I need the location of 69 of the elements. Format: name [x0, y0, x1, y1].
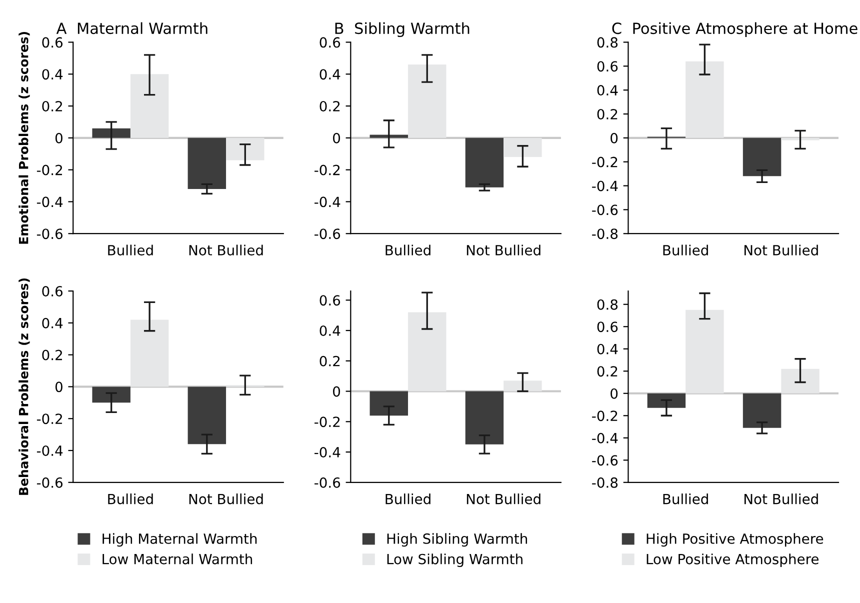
legend-label: Low Maternal Warmth [102, 554, 252, 564]
y-tick-label: -0.6 [36, 228, 63, 240]
y-tick-label: -0.8 [592, 477, 618, 488]
y-tick-label: 0 [55, 132, 62, 144]
y-tick-label: -0.6 [592, 204, 618, 216]
y-tick-label: -0.4 [36, 445, 63, 456]
y-axis-title: Behavioral Problems (z scores) [18, 278, 30, 495]
x-tick-label: Bullied [108, 244, 153, 256]
y-tick-label: 0.6 [597, 61, 618, 72]
legend-label: High Maternal Warmth [102, 533, 257, 547]
y-tick-label: 0.2 [42, 350, 62, 360]
x-tick-label: Bullied [663, 244, 708, 256]
legend-label: Low Sibling Warmth [387, 554, 522, 568]
x-tick-label: Not Bullied [189, 244, 263, 256]
y-tick-label: 0.2 [597, 366, 618, 377]
y-tick-label: 0.4 [42, 318, 63, 328]
x-tick-label: Not Bullied [466, 244, 540, 256]
y-tick-label: 0 [333, 386, 340, 397]
y-tick-label: 0 [610, 388, 618, 399]
x-tick-label: Bullied [386, 494, 430, 504]
y-tick-label: 0.4 [42, 69, 63, 80]
y-tick-label: -0.6 [314, 477, 340, 488]
y-tick-label: 0.4 [320, 69, 340, 80]
x-tick-label: Bullied [663, 494, 708, 504]
y-axis-title: Emotional Problems (z scores) [18, 32, 30, 244]
y-tick-label: 0.6 [320, 295, 340, 306]
y-tick-label: 0.2 [42, 100, 62, 112]
y-tick-label: 0.2 [320, 356, 340, 366]
x-tick-label: Bullied [386, 244, 430, 256]
y-tick-label: -0.4 [314, 446, 340, 458]
y-tick-label: 0.4 [320, 325, 340, 336]
legend-label: Low Positive Atmosphere [646, 554, 819, 568]
y-tick-label: -0.4 [36, 196, 63, 208]
y-tick-label: -0.2 [36, 414, 62, 424]
y-tick-label: 0 [610, 132, 618, 144]
y-tick-label: -0.2 [36, 164, 62, 176]
y-tick-label: -0.2 [314, 416, 340, 428]
x-tick-label: Not Bullied [744, 494, 818, 504]
y-tick-label: -0.4 [592, 432, 618, 444]
y-tick-label: -0.2 [592, 156, 618, 168]
y-tick-label: 0.8 [597, 299, 618, 310]
y-tick-label: -0.4 [592, 180, 618, 192]
y-tick-label: 0.6 [42, 37, 63, 48]
y-tick-label: -0.4 [314, 196, 340, 208]
y-tick-label: 0.6 [320, 37, 340, 48]
y-tick-label: 0.4 [597, 85, 618, 96]
x-tick-label: Not Bullied [466, 494, 540, 504]
y-tick-label: 0.2 [597, 108, 618, 120]
y-tick-label: 0.8 [597, 37, 618, 48]
y-tick-label: -0.6 [314, 228, 340, 240]
y-tick-label: 0.6 [42, 286, 63, 296]
y-tick-label: 0.4 [597, 344, 618, 354]
y-tick-label: 0 [333, 132, 340, 144]
x-tick-label: Not Bullied [189, 494, 263, 504]
y-tick-label: 0.6 [597, 322, 618, 332]
y-tick-label: -0.8 [592, 228, 618, 240]
y-tick-label: -0.6 [592, 455, 618, 466]
legend-label: High Sibling Warmth [387, 533, 528, 547]
y-tick-label: 0.2 [320, 100, 340, 112]
x-tick-label: Bullied [108, 494, 153, 504]
chart-title: C Positive Atmosphere at Home [612, 22, 858, 38]
chart-title: B Sibling Warmth [335, 22, 470, 38]
y-tick-label: -0.6 [36, 477, 63, 488]
y-tick-label: -0.2 [314, 164, 340, 176]
x-tick-label: Not Bullied [744, 244, 818, 256]
legend-label: High Positive Atmosphere [646, 533, 824, 547]
y-tick-label: 0 [55, 382, 62, 392]
chart-title: A Maternal Warmth [56, 22, 208, 34]
y-tick-label: -0.2 [592, 410, 618, 422]
